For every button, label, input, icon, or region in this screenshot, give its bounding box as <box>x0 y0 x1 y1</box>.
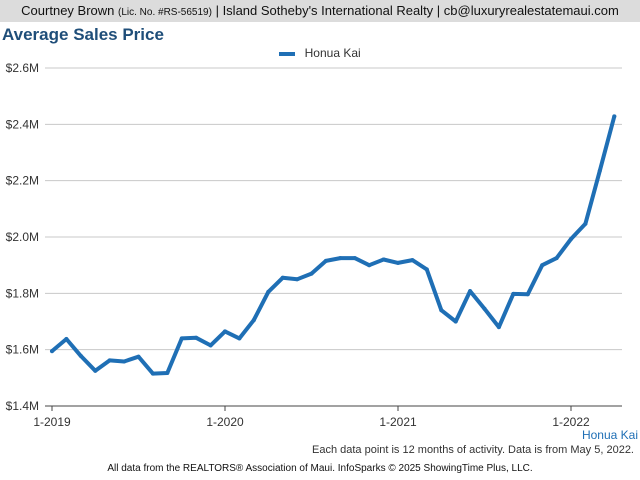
data-point[interactable] <box>511 291 516 296</box>
data-point[interactable] <box>78 353 83 358</box>
data-point[interactable] <box>122 359 127 364</box>
y-tick-label: $1.4M <box>6 399 39 413</box>
y-tick-label: $1.8M <box>6 286 39 300</box>
footer-credit: All data from the REALTORS® Association … <box>107 463 533 474</box>
legend-swatch <box>279 51 296 56</box>
data-point[interactable] <box>468 289 473 294</box>
agent-name: Courtney Brown <box>21 3 115 18</box>
x-tick-label: 1-2019 <box>33 415 71 429</box>
data-point[interactable] <box>569 237 573 241</box>
data-point[interactable] <box>583 221 588 226</box>
data-point[interactable] <box>64 337 69 341</box>
data-point[interactable] <box>280 275 285 280</box>
header-bar: Courtney Brown (Lic. No. #RS-56519) | Is… <box>0 0 640 22</box>
data-point[interactable] <box>554 256 559 261</box>
data-point[interactable] <box>453 319 458 324</box>
y-tick-label: $2.6M <box>6 61 39 75</box>
series-end-label: Honua Kai <box>582 428 638 442</box>
data-point[interactable] <box>93 368 98 373</box>
data-point[interactable] <box>352 256 357 261</box>
x-tick-label: 1-2022 <box>552 415 590 429</box>
data-point[interactable] <box>165 371 170 375</box>
data-point[interactable] <box>107 358 112 363</box>
data-point[interactable] <box>424 267 429 272</box>
data-point[interactable] <box>367 263 372 268</box>
data-point[interactable] <box>540 263 545 268</box>
data-point[interactable] <box>410 258 415 263</box>
legend[interactable]: Honua Kai <box>0 46 640 60</box>
series-layer <box>50 114 617 376</box>
grid-lines <box>45 67 622 407</box>
data-point[interactable] <box>597 168 602 173</box>
data-point[interactable] <box>439 308 444 313</box>
data-point[interactable] <box>381 257 386 262</box>
data-point[interactable] <box>309 271 314 276</box>
data-point[interactable] <box>208 343 213 348</box>
data-point[interactable] <box>237 336 242 341</box>
data-point[interactable] <box>266 289 271 294</box>
x-tick-label: 1-2021 <box>379 415 417 429</box>
agency-contact: | Island Sotheby's International Realty … <box>215 3 619 18</box>
y-tick-label: $1.6M <box>6 343 39 357</box>
data-point[interactable] <box>482 306 487 311</box>
data-point[interactable] <box>223 329 227 334</box>
data-point[interactable] <box>295 277 300 282</box>
data-point[interactable] <box>179 336 184 341</box>
data-point[interactable] <box>50 349 54 354</box>
y-tick-label: $2.2M <box>6 174 39 188</box>
chart-title: Average Sales Price <box>2 25 164 44</box>
data-point[interactable] <box>525 292 530 297</box>
y-tick-label: $2.4M <box>6 117 39 131</box>
footer-note: Each data point is 12 months of activity… <box>311 444 634 456</box>
data-point[interactable] <box>496 325 501 330</box>
data-point[interactable] <box>251 318 256 323</box>
series-line[interactable] <box>50 114 617 376</box>
data-point[interactable] <box>323 258 328 263</box>
data-point[interactable] <box>338 256 343 261</box>
axes: $1.4M $1.6M $1.8M $2.0M $2.2M $2.4M $2.6M 1-201… <box>6 61 590 429</box>
data-point[interactable] <box>396 260 400 265</box>
license-number: (Lic. No. #RS-56519) <box>118 7 212 18</box>
data-point[interactable] <box>194 335 199 340</box>
legend-label: Honua Kai <box>304 46 361 60</box>
data-point[interactable] <box>150 371 155 376</box>
data-point[interactable] <box>612 114 617 119</box>
x-tick-label: 1-2020 <box>206 415 244 429</box>
data-point[interactable] <box>136 354 141 359</box>
y-tick-label: $2.0M <box>6 230 39 244</box>
